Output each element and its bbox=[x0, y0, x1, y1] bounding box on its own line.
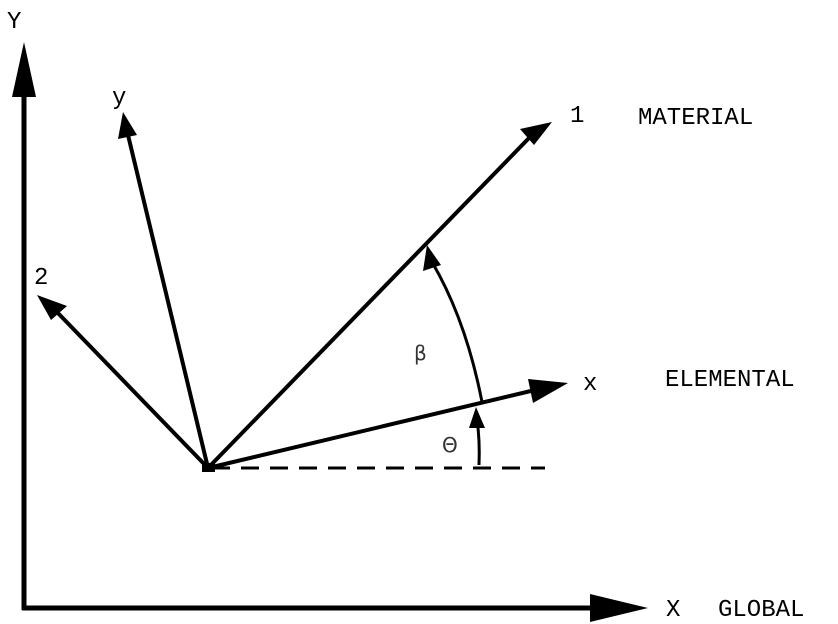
elemental-x-axis bbox=[206, 388, 537, 470]
material-1-axis bbox=[206, 135, 532, 470]
theta-label: Θ bbox=[442, 433, 458, 457]
beta-arc bbox=[430, 261, 484, 403]
elemental-y-axis bbox=[126, 133, 210, 470]
global-x-arrowhead bbox=[590, 594, 648, 622]
theta-arrowhead bbox=[469, 407, 485, 428]
elemental-x-arrowhead bbox=[528, 379, 568, 403]
elemental-x-label: x bbox=[583, 371, 597, 398]
beta-arrowhead bbox=[423, 245, 441, 271]
beta-label: β bbox=[414, 341, 427, 365]
material-1-arrowhead bbox=[520, 122, 552, 145]
material-system-label: MATERIAL bbox=[638, 105, 753, 132]
material-2-axis bbox=[53, 308, 210, 470]
global-y-label: Y bbox=[7, 9, 21, 36]
elemental-y-arrowhead bbox=[118, 112, 137, 139]
global-y-arrowhead bbox=[12, 42, 36, 97]
elemental-system-label: ELEMENTAL bbox=[665, 367, 795, 394]
elemental-y-label: y bbox=[112, 85, 126, 112]
global-x-label: X bbox=[666, 597, 680, 624]
material-2-label: 2 bbox=[34, 265, 48, 292]
global-system-label: GLOBAL bbox=[718, 597, 804, 624]
material-2-arrowhead bbox=[37, 295, 67, 320]
origin-point bbox=[202, 463, 215, 472]
material-1-label: 1 bbox=[570, 103, 584, 130]
